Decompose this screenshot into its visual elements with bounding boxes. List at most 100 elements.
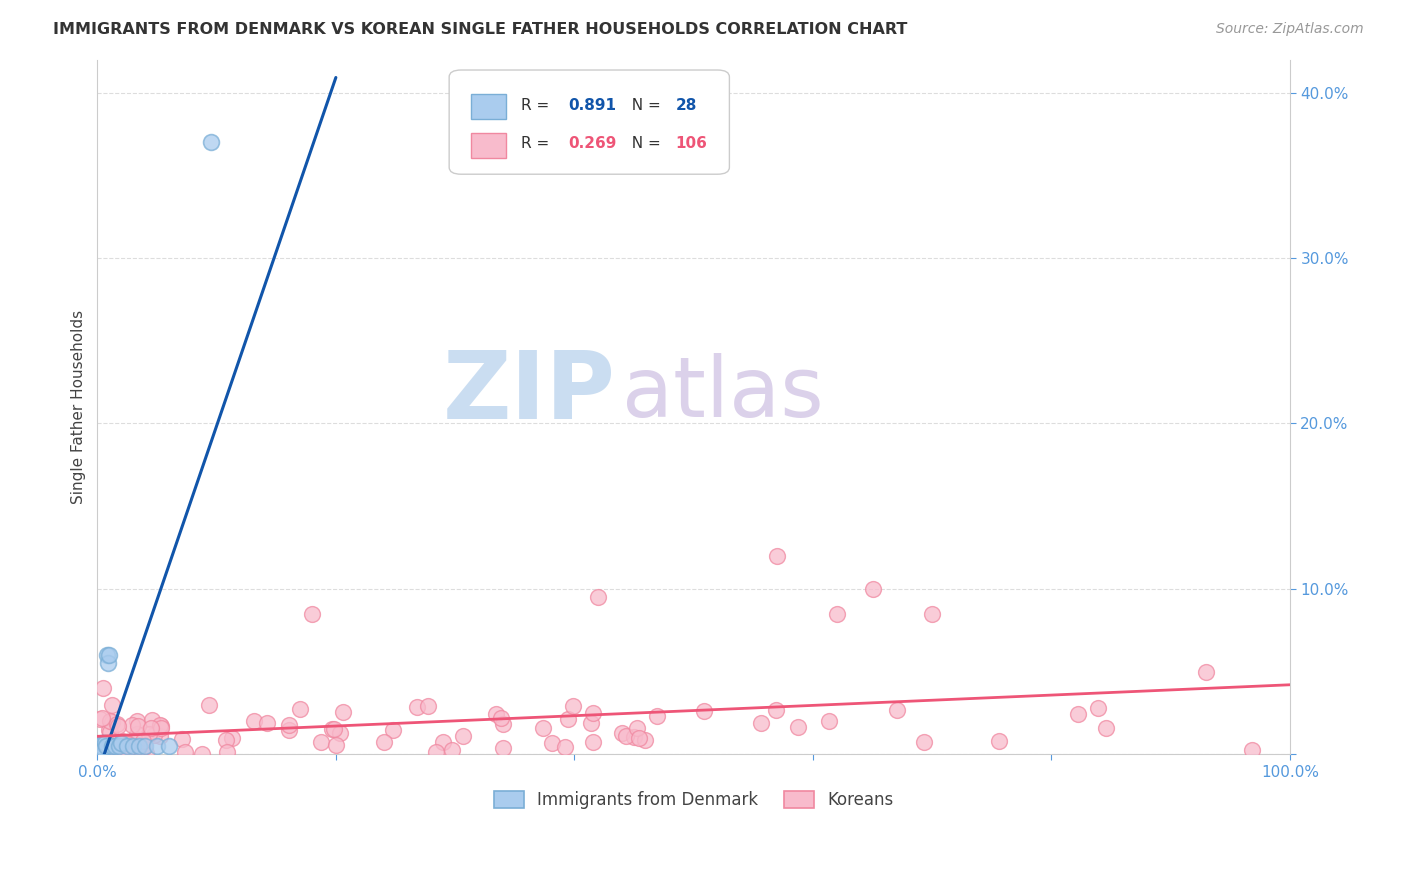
Point bbox=[492, 717, 515, 731]
Point bbox=[101, 714, 124, 729]
Point bbox=[278, 723, 301, 737]
Point bbox=[405, 700, 427, 714]
Point bbox=[91, 739, 114, 753]
Point bbox=[97, 657, 120, 671]
Point bbox=[96, 737, 118, 751]
Point bbox=[141, 713, 163, 727]
Point bbox=[309, 735, 332, 749]
Point bbox=[328, 726, 350, 740]
Text: R =: R = bbox=[520, 136, 554, 151]
Point bbox=[862, 582, 884, 596]
Text: Source: ZipAtlas.com: Source: ZipAtlas.com bbox=[1216, 22, 1364, 37]
Point bbox=[91, 736, 114, 750]
Point bbox=[125, 744, 148, 758]
Point bbox=[766, 549, 789, 563]
Point bbox=[127, 719, 149, 733]
Text: ZIP: ZIP bbox=[443, 347, 616, 439]
Point bbox=[586, 590, 609, 604]
Text: atlas: atlas bbox=[621, 352, 824, 434]
Point bbox=[89, 712, 111, 726]
Point bbox=[108, 739, 131, 753]
Point bbox=[127, 727, 149, 741]
Point bbox=[115, 743, 138, 757]
Point bbox=[128, 739, 150, 753]
Point bbox=[301, 607, 323, 621]
Point bbox=[111, 743, 134, 757]
Point bbox=[115, 746, 138, 760]
Legend: Immigrants from Denmark, Koreans: Immigrants from Denmark, Koreans bbox=[488, 784, 900, 815]
Point bbox=[94, 739, 117, 753]
Point bbox=[139, 721, 162, 735]
Point bbox=[131, 734, 153, 748]
Y-axis label: Single Father Households: Single Father Households bbox=[72, 310, 86, 504]
Point bbox=[817, 714, 839, 729]
Point bbox=[98, 739, 121, 754]
Point bbox=[105, 735, 128, 749]
Point bbox=[100, 742, 122, 756]
Point bbox=[373, 735, 395, 749]
Point bbox=[321, 722, 343, 736]
Point bbox=[198, 698, 221, 713]
Point bbox=[614, 729, 637, 743]
Point bbox=[325, 738, 347, 752]
Point bbox=[256, 715, 278, 730]
FancyBboxPatch shape bbox=[471, 133, 506, 158]
Point bbox=[87, 742, 110, 756]
Point bbox=[134, 739, 156, 753]
Text: N =: N = bbox=[621, 136, 665, 151]
Point bbox=[582, 735, 605, 749]
Point bbox=[97, 738, 120, 752]
Point bbox=[90, 711, 112, 725]
FancyBboxPatch shape bbox=[449, 70, 730, 174]
Point bbox=[97, 723, 120, 738]
Point bbox=[100, 698, 122, 712]
Point bbox=[242, 714, 264, 728]
Text: R =: R = bbox=[520, 98, 554, 112]
Text: IMMIGRANTS FROM DENMARK VS KOREAN SINGLE FATHER HOUSEHOLDS CORRELATION CHART: IMMIGRANTS FROM DENMARK VS KOREAN SINGLE… bbox=[53, 22, 908, 37]
Point bbox=[94, 745, 117, 759]
Point bbox=[149, 729, 172, 743]
Point bbox=[100, 739, 122, 753]
Point bbox=[628, 731, 651, 746]
Point bbox=[98, 714, 121, 728]
Point bbox=[416, 699, 439, 714]
Point bbox=[91, 742, 114, 756]
Point bbox=[98, 725, 121, 739]
Point bbox=[89, 739, 111, 753]
Point bbox=[105, 717, 128, 731]
Point bbox=[127, 733, 149, 747]
Point bbox=[143, 728, 166, 742]
Point bbox=[322, 723, 344, 737]
Point bbox=[1195, 665, 1218, 679]
Point bbox=[825, 607, 848, 621]
Point bbox=[172, 732, 194, 747]
Point bbox=[749, 715, 772, 730]
Point bbox=[115, 739, 138, 753]
Point bbox=[332, 705, 354, 719]
Point bbox=[215, 745, 238, 759]
Point bbox=[921, 607, 943, 621]
Point bbox=[382, 723, 405, 737]
Point bbox=[104, 739, 127, 753]
FancyBboxPatch shape bbox=[471, 95, 506, 120]
Point bbox=[89, 742, 111, 756]
Point bbox=[579, 715, 602, 730]
Point bbox=[645, 709, 668, 723]
Point bbox=[149, 722, 172, 736]
Point bbox=[149, 717, 172, 731]
Point bbox=[98, 648, 121, 662]
Point bbox=[634, 733, 657, 747]
Point bbox=[91, 747, 114, 761]
Point bbox=[107, 744, 129, 758]
Point bbox=[174, 745, 197, 759]
Point bbox=[623, 731, 645, 745]
Point bbox=[110, 736, 132, 750]
Point bbox=[121, 740, 143, 755]
Point bbox=[91, 736, 114, 750]
Point bbox=[107, 719, 129, 733]
Point bbox=[288, 702, 311, 716]
Point bbox=[425, 745, 447, 759]
Point bbox=[200, 136, 222, 150]
Point bbox=[135, 746, 157, 760]
Point bbox=[111, 734, 134, 748]
